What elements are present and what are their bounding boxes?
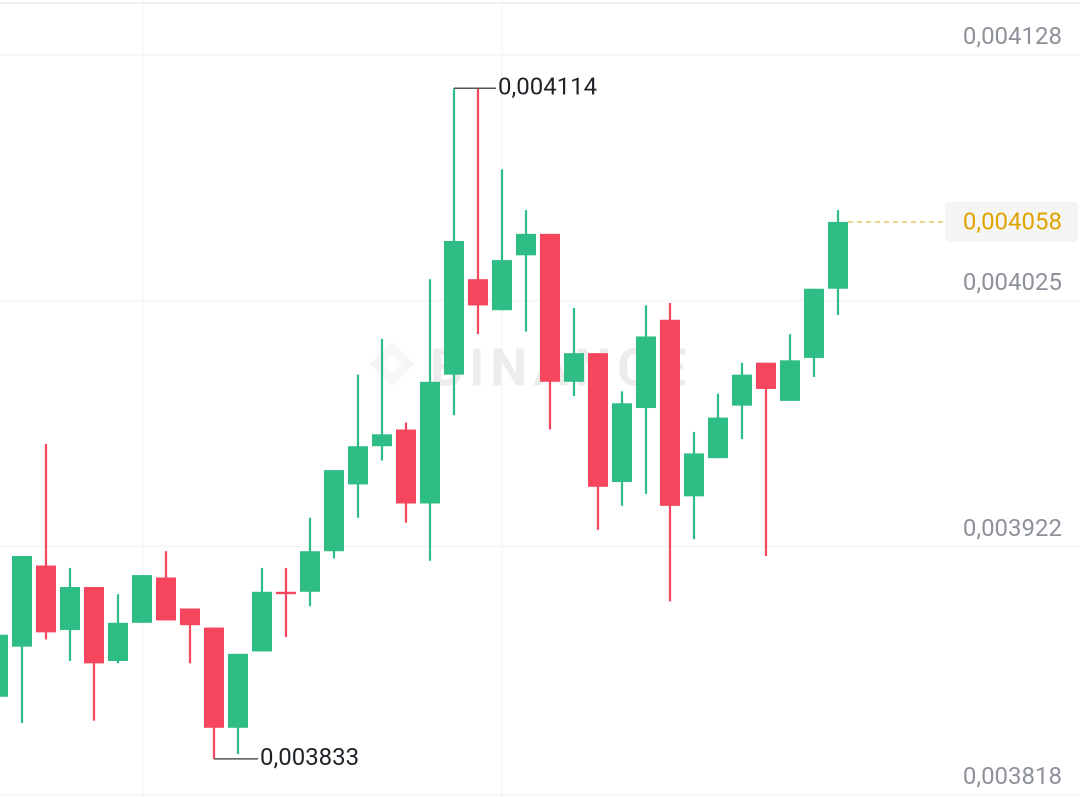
candle-body bbox=[708, 417, 728, 459]
high-label: 0,004114 bbox=[498, 73, 597, 101]
candle-body bbox=[756, 362, 776, 389]
watermark-logo bbox=[370, 342, 414, 386]
candle-body bbox=[492, 260, 512, 311]
candle-body bbox=[324, 470, 344, 552]
last-price-label: 0,004058 bbox=[963, 207, 1062, 235]
candle-body bbox=[204, 627, 224, 728]
candle-body bbox=[84, 587, 104, 664]
candle-body bbox=[780, 360, 800, 401]
candle-body bbox=[36, 565, 56, 633]
candle-body bbox=[828, 221, 848, 289]
candle-body bbox=[252, 591, 272, 652]
candle-body bbox=[564, 353, 584, 382]
candle-body bbox=[276, 591, 296, 595]
candle-body bbox=[660, 319, 680, 506]
last-price-box bbox=[945, 201, 1078, 242]
y-tick-label: 0,003818 bbox=[963, 762, 1062, 790]
y-tick-label: 0,004128 bbox=[963, 22, 1062, 50]
candle-body bbox=[132, 575, 152, 623]
candles bbox=[0, 88, 848, 759]
candle-body bbox=[516, 233, 536, 256]
candle-body bbox=[684, 453, 704, 497]
candle-body bbox=[12, 555, 32, 647]
candle-body bbox=[420, 381, 440, 504]
candle-body bbox=[228, 653, 248, 728]
candle-body bbox=[636, 336, 656, 409]
low-label: 0,003833 bbox=[260, 743, 359, 771]
candle-body bbox=[372, 434, 392, 447]
logo-diamond bbox=[370, 342, 414, 386]
candle-body bbox=[540, 233, 560, 382]
candle-body bbox=[156, 577, 176, 621]
candle-body bbox=[300, 551, 320, 592]
candle-body bbox=[108, 622, 128, 661]
candle-body bbox=[804, 288, 824, 358]
candle-body bbox=[396, 429, 416, 504]
candle-body bbox=[588, 353, 608, 487]
y-tick-label: 0,004025 bbox=[963, 268, 1062, 296]
candle-body bbox=[612, 403, 632, 483]
candle-body bbox=[732, 374, 752, 406]
candle-body bbox=[60, 587, 80, 630]
candle-body bbox=[444, 241, 464, 375]
grid bbox=[0, 54, 1080, 796]
candle-body bbox=[348, 446, 368, 485]
annotations: 0,004114 0,003833 0,004058 bbox=[214, 73, 1078, 771]
candle-body bbox=[0, 634, 8, 697]
candle-body bbox=[180, 608, 200, 626]
y-tick-label: 0,003922 bbox=[963, 514, 1062, 542]
candle-body bbox=[468, 279, 488, 306]
